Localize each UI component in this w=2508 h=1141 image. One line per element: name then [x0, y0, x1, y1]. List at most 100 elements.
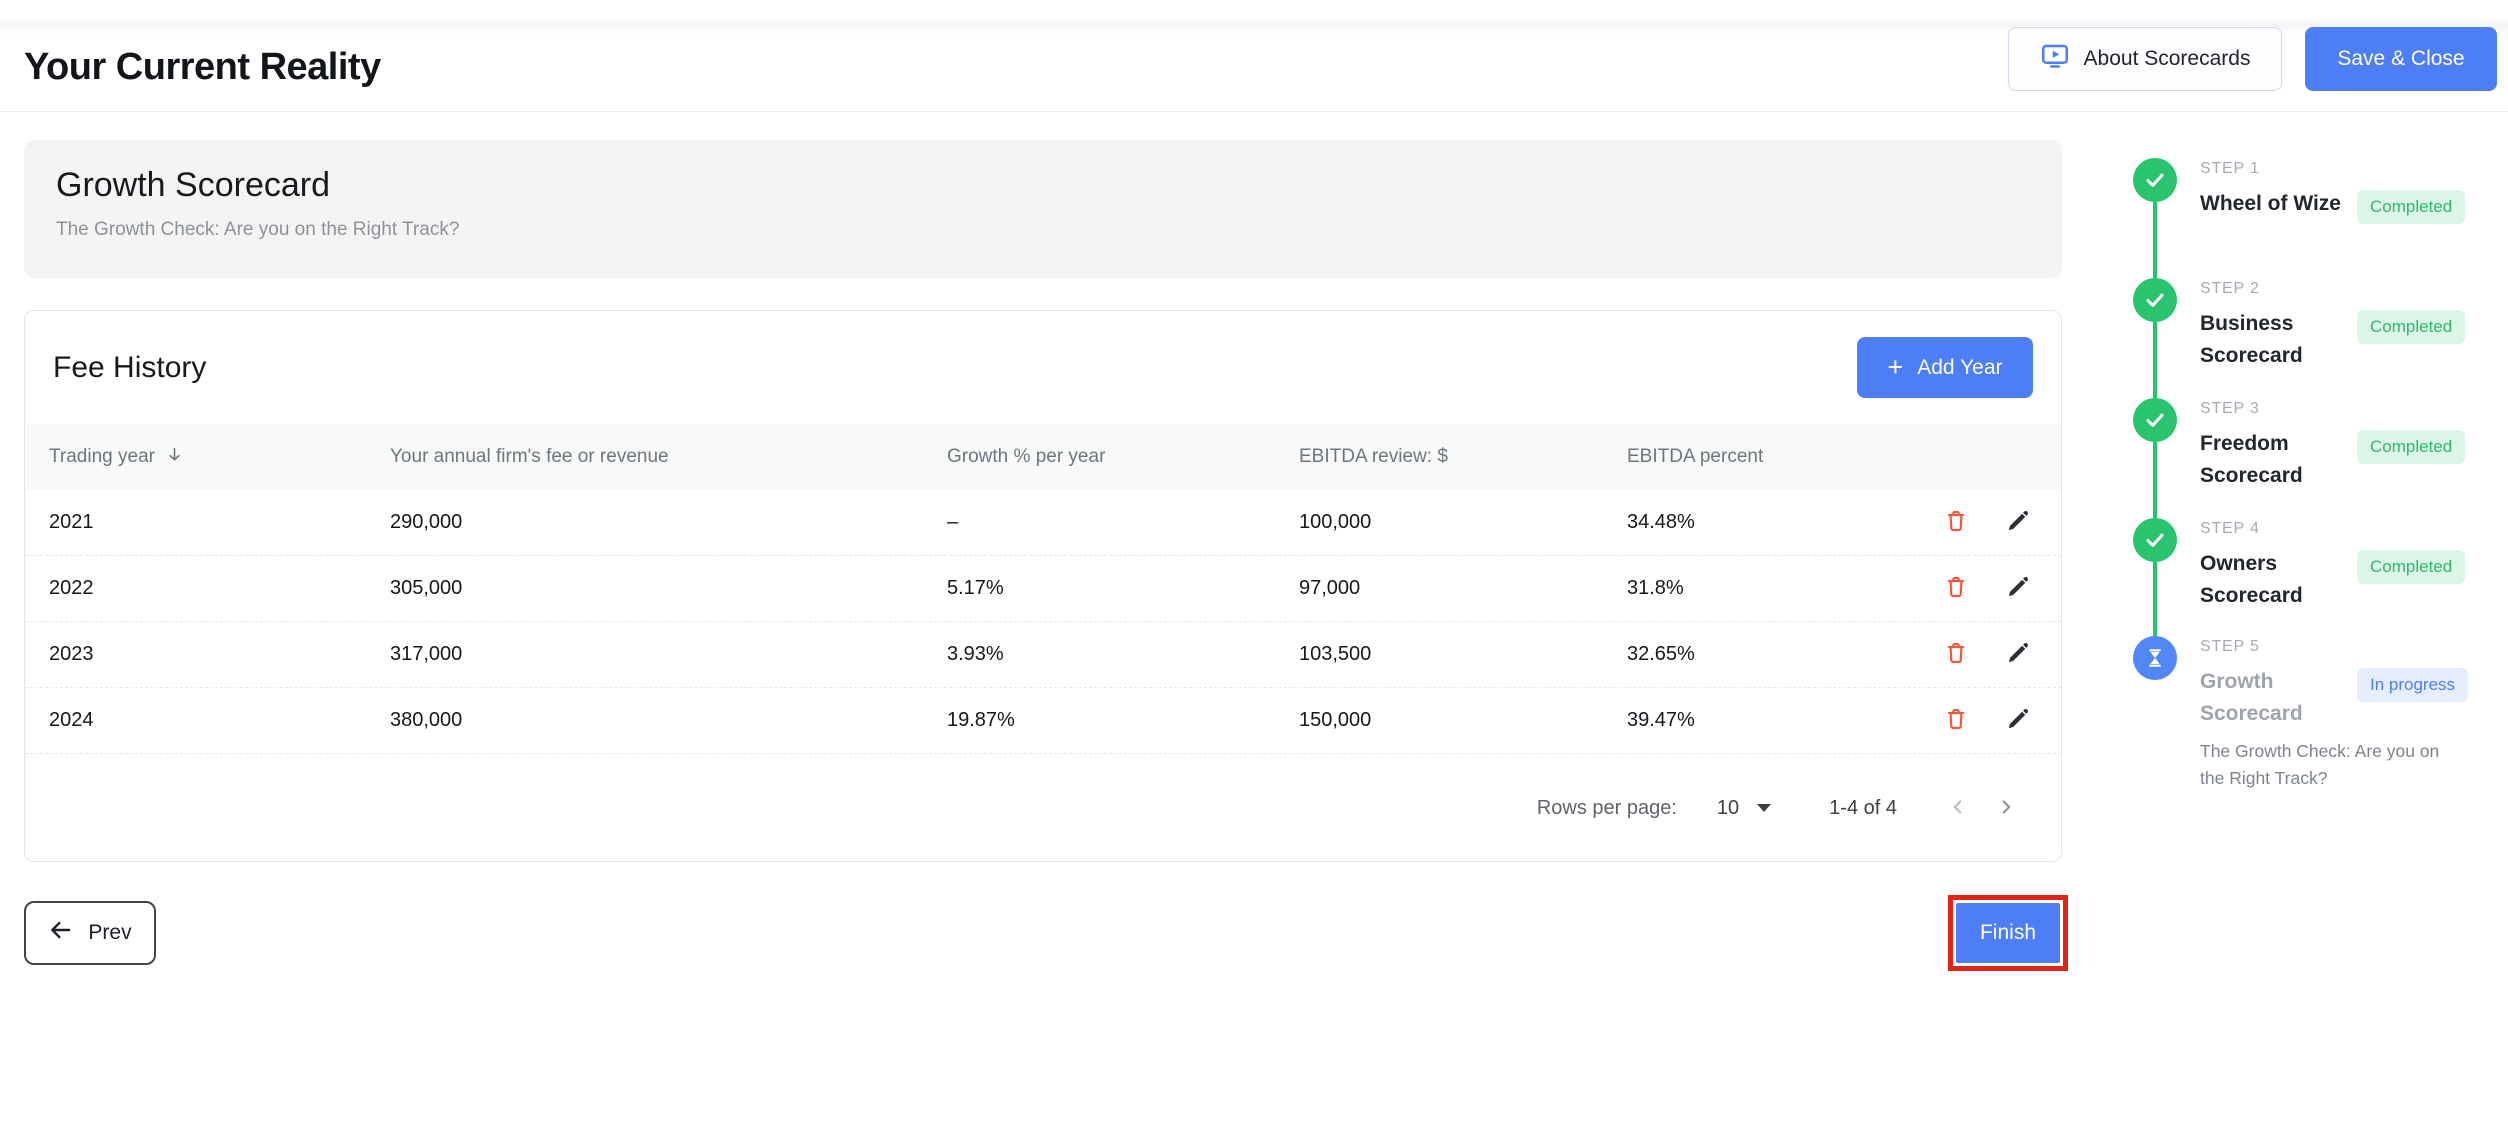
delete-row-button[interactable] — [1939, 638, 1973, 672]
step-title: Growth Scorecard — [2200, 670, 2303, 725]
cell-growth: – — [947, 511, 959, 533]
cell-ebitda-percent: 32.65% — [1627, 643, 1695, 665]
step-title: Owners Scorecard — [2200, 552, 2303, 607]
cell-fee: 317,000 — [390, 643, 463, 665]
fee-history-header: Fee History + Add Year — [25, 311, 2061, 424]
chevron-left-icon — [1947, 796, 1969, 821]
table-header-row: Trading year Your annual firm's fee or r… — [25, 424, 2061, 490]
row-actions — [1910, 572, 2037, 606]
status-badge: In progress — [2357, 668, 2469, 702]
cell-ebitda: 97,000 — [1299, 577, 1361, 599]
cell-ebitda: 103,500 — [1299, 643, 1372, 665]
status-badge: Completed — [2357, 190, 2466, 224]
fee-history-title: Fee History — [53, 350, 207, 384]
column-header-growth[interactable]: Growth % per year — [947, 446, 1106, 467]
row-actions — [1910, 704, 2037, 738]
column-header-trading-year[interactable]: Trading year — [49, 445, 390, 470]
column-label: Trading year — [49, 446, 155, 467]
hourglass-icon — [2133, 636, 2177, 680]
pagination-range: 1-4 of 4 — [1829, 796, 1897, 819]
check-icon — [2133, 158, 2177, 202]
prev-button[interactable]: Prev — [24, 901, 156, 965]
table-row: 2024 380,000 19.87% 150,000 39.47% — [25, 688, 2061, 754]
row-actions — [1910, 506, 2037, 540]
edit-row-button[interactable] — [2001, 506, 2035, 540]
video-player-icon — [2040, 41, 2070, 77]
about-scorecards-label: About Scorecards — [2083, 47, 2251, 70]
table-row: 2021 290,000 – 100,000 34.48% — [25, 490, 2061, 556]
step-number-label: STEP 4 — [2200, 520, 2260, 537]
cell-year: 2022 — [49, 577, 94, 599]
column-header-fee[interactable]: Your annual firm's fee or revenue — [390, 446, 669, 467]
edit-row-button[interactable] — [2001, 704, 2035, 738]
banner-title: Growth Scorecard — [56, 166, 330, 204]
table-row: 2023 317,000 3.93% 103,500 32.65% — [25, 622, 2061, 688]
pencil-icon — [2005, 574, 2031, 603]
column-header-ebitda[interactable]: EBITDA review: $ — [1299, 446, 1448, 467]
cell-growth: 3.93% — [947, 643, 1004, 665]
status-badge: Completed — [2357, 550, 2466, 584]
previous-page-button[interactable] — [1947, 796, 1969, 821]
edit-row-button[interactable] — [2001, 638, 2035, 672]
status-badge: Completed — [2357, 310, 2466, 344]
header-divider — [0, 111, 2508, 112]
column-header-ebitda-percent[interactable]: EBITDA percent — [1627, 446, 1764, 467]
arrow-left-icon — [48, 917, 74, 949]
cell-growth: 19.87% — [947, 709, 1015, 731]
trash-icon — [1943, 508, 1969, 537]
step-subtitle: The Growth Check: Are you on the Right T… — [2200, 741, 2440, 789]
banner-subtitle: The Growth Check: Are you on the Right T… — [56, 219, 460, 240]
cell-year: 2024 — [49, 709, 94, 731]
cell-growth: 5.17% — [947, 577, 1004, 599]
fee-history-card: Fee History + Add Year Trading year Your… — [24, 310, 2062, 862]
check-icon — [2133, 518, 2177, 562]
cell-year: 2023 — [49, 643, 94, 665]
rows-per-page-select[interactable]: 10 — [1716, 796, 1772, 820]
progress-stepper: STEP 1 Wheel of Wize Completed STEP 2 Bu… — [2133, 0, 2478, 960]
cell-fee: 380,000 — [390, 709, 463, 731]
step-number-label: STEP 3 — [2200, 400, 2260, 417]
finish-button[interactable]: Finish — [1956, 903, 2060, 963]
row-actions — [1910, 638, 2037, 672]
trash-icon — [1943, 574, 1969, 603]
pencil-icon — [2005, 640, 2031, 669]
rows-per-page-value: 10 — [1716, 796, 1740, 819]
table-pagination: Rows per page: 10 1-4 of 4 — [25, 754, 2061, 861]
cell-ebitda-percent: 39.47% — [1627, 709, 1695, 731]
next-page-button[interactable] — [1995, 796, 2017, 821]
cell-ebitda-percent: 34.48% — [1627, 511, 1695, 533]
page-title: Your Current Reality — [24, 46, 381, 88]
trash-icon — [1943, 640, 1969, 669]
chevron-right-icon — [1995, 796, 2017, 821]
cell-fee: 290,000 — [390, 511, 463, 533]
delete-row-button[interactable] — [1939, 572, 1973, 606]
table-row: 2022 305,000 5.17% 97,000 31.8% — [25, 556, 2061, 622]
add-year-button[interactable]: + Add Year — [1857, 337, 2033, 398]
cell-ebitda-percent: 31.8% — [1627, 577, 1684, 599]
step-title: Wheel of Wize — [2200, 192, 2341, 215]
trash-icon — [1943, 706, 1969, 735]
growth-scorecard-banner: Growth Scorecard The Growth Check: Are y… — [24, 140, 2062, 278]
check-icon — [2133, 398, 2177, 442]
step-title: Freedom Scorecard — [2200, 432, 2303, 487]
prev-label: Prev — [88, 921, 132, 944]
step-number-label: STEP 5 — [2200, 638, 2260, 655]
check-icon — [2133, 278, 2177, 322]
sort-arrow-down-icon[interactable] — [165, 445, 184, 470]
pencil-icon — [2005, 508, 2031, 537]
rows-per-page-label: Rows per page: — [1536, 796, 1677, 819]
add-year-label: Add Year — [1917, 355, 2003, 379]
chevron-down-icon — [1757, 804, 1772, 812]
edit-row-button[interactable] — [2001, 572, 2035, 606]
plus-icon: + — [1887, 352, 1904, 382]
step-number-label: STEP 1 — [2200, 160, 2260, 177]
delete-row-button[interactable] — [1939, 704, 1973, 738]
delete-row-button[interactable] — [1939, 506, 1973, 540]
cell-year: 2021 — [49, 511, 94, 533]
cell-ebitda: 150,000 — [1299, 709, 1372, 731]
finish-button-highlight: Finish — [1948, 895, 2068, 971]
about-scorecards-button[interactable]: About Scorecards — [2008, 27, 2282, 91]
cell-ebitda: 100,000 — [1299, 511, 1372, 533]
save-close-button[interactable]: Save & Close — [2305, 27, 2497, 91]
step-title: Business Scorecard — [2200, 312, 2303, 367]
